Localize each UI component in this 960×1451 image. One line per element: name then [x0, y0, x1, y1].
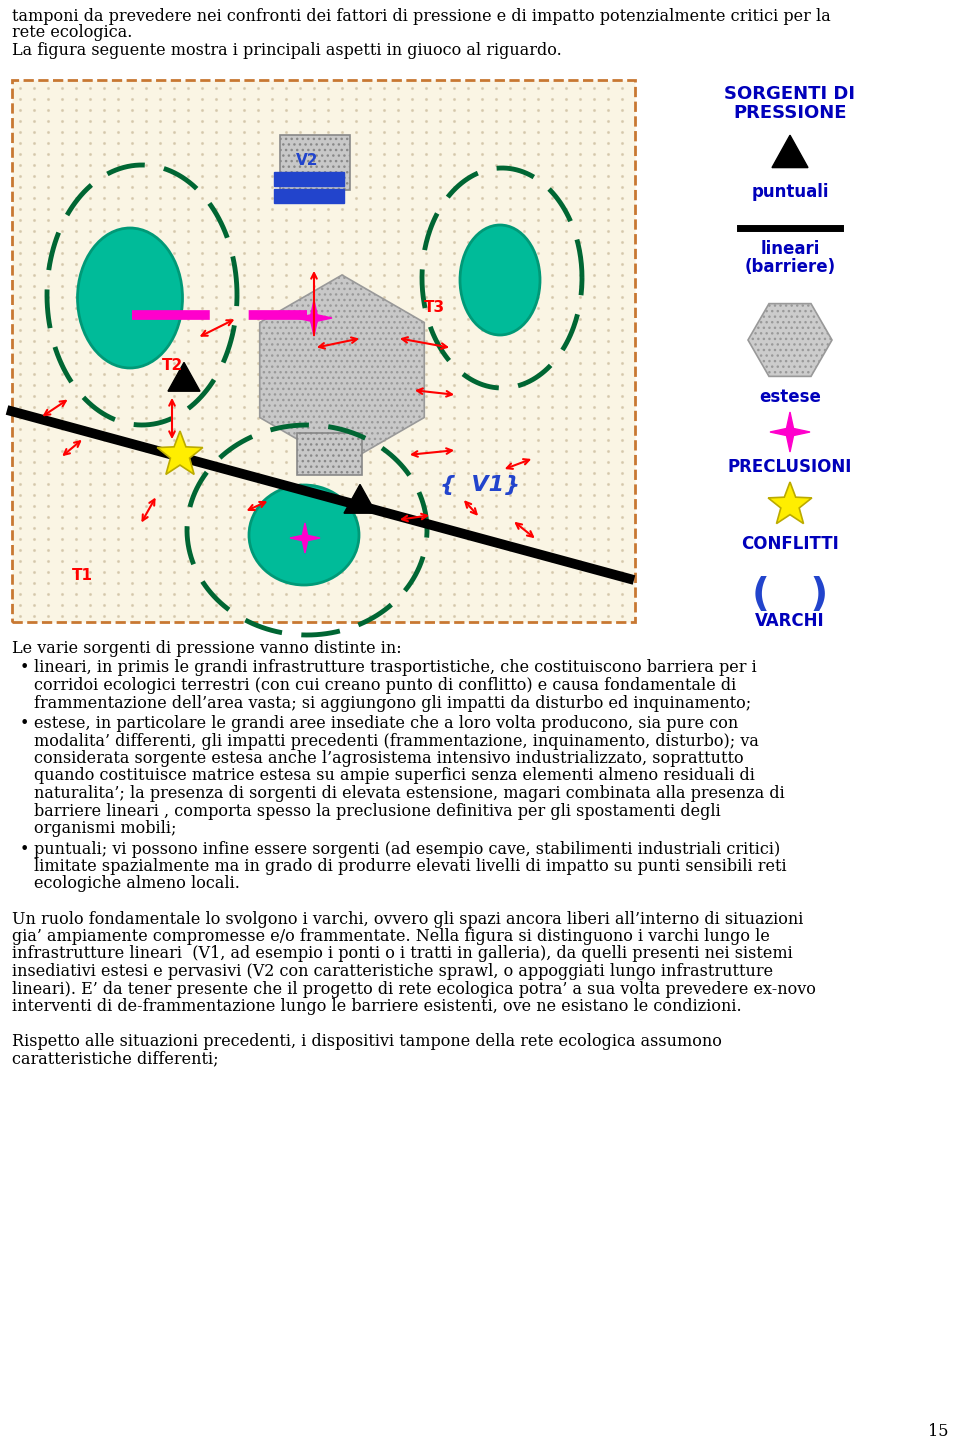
Bar [297, 432, 362, 474]
Text: SORGENTI DI: SORGENTI DI [725, 86, 855, 103]
Text: {  V1}: { V1} [440, 474, 520, 495]
Polygon shape [770, 412, 810, 453]
Polygon shape [768, 482, 812, 524]
Text: tamponi da prevedere nei confronti dei fattori di pressione e di impatto potenzi: tamponi da prevedere nei confronti dei f… [12, 9, 830, 25]
Text: lineari, in primis le grandi infrastrutture trasportistiche, che costituiscono b: lineari, in primis le grandi infrastrutt… [34, 660, 756, 676]
Polygon shape [157, 431, 203, 474]
Text: PRESSIONE: PRESSIONE [733, 104, 847, 122]
Text: PRECLUSIONI: PRECLUSIONI [728, 459, 852, 476]
Bar [274, 173, 344, 186]
Text: modalita’ differenti, gli impatti precedenti (frammentazione, inquinamento, dist: modalita’ differenti, gli impatti preced… [34, 733, 758, 750]
Text: organismi mobili;: organismi mobili; [34, 820, 177, 837]
Text: Un ruolo fondamentale lo svolgono i varchi, ovvero gli spazi ancora liberi all’i: Un ruolo fondamentale lo svolgono i varc… [12, 910, 804, 927]
Text: considerata sorgente estesa anche l’agrosistema intensivo industrializzato, sopr: considerata sorgente estesa anche l’agro… [34, 750, 744, 768]
Bar [274, 189, 344, 203]
Text: barriere lineari , comporta spesso la preclusione definitiva per gli spostamenti: barriere lineari , comporta spesso la pr… [34, 802, 721, 820]
Text: La figura seguente mostra i principali aspetti in giuoco al riguardo.: La figura seguente mostra i principali a… [12, 42, 562, 59]
Text: limitate spazialmente ma in grado di produrre elevati livelli di impatto su punt: limitate spazialmente ma in grado di pro… [34, 858, 786, 875]
Text: infrastrutture lineari  (V1, ad esempio i ponti o i tratti in galleria), da quel: infrastrutture lineari (V1, ad esempio i… [12, 946, 793, 962]
Text: lineari: lineari [760, 239, 820, 258]
Text: T1: T1 [72, 567, 93, 583]
Text: •: • [20, 660, 30, 676]
Ellipse shape [249, 485, 359, 585]
Text: estese, in particolare le grandi aree insediate che a loro volta producono, sia : estese, in particolare le grandi aree in… [34, 715, 738, 731]
Text: V2: V2 [296, 152, 319, 168]
Text: CONFLITTI: CONFLITTI [741, 535, 839, 553]
Text: naturalita’; la presenza di sorgenti di elevata estensione, magari combinata all: naturalita’; la presenza di sorgenti di … [34, 785, 784, 802]
Text: gia’ ampiamente compromesse e/o frammentate. Nella figura si distinguono i varch: gia’ ampiamente compromesse e/o framment… [12, 929, 770, 945]
Text: Le varie sorgenti di pressione vanno distinte in:: Le varie sorgenti di pressione vanno dis… [12, 640, 401, 657]
Text: 15: 15 [927, 1423, 948, 1439]
Text: Rispetto alle situazioni precedenti, i dispositivi tampone della rete ecologica : Rispetto alle situazioni precedenti, i d… [12, 1033, 722, 1051]
Text: frammentazione dell’area vasta; si aggiungono gli impatti da disturbo ed inquina: frammentazione dell’area vasta; si aggiu… [34, 695, 752, 711]
Text: •: • [20, 840, 30, 858]
Polygon shape [296, 300, 332, 337]
Text: VARCHI: VARCHI [756, 612, 825, 630]
Text: •: • [20, 715, 30, 731]
Text: rete ecologica.: rete ecologica. [12, 25, 132, 41]
Text: T3: T3 [424, 300, 445, 315]
Text: corridoi ecologici terrestri (con cui creano punto di conflitto) e causa fondame: corridoi ecologici terrestri (con cui cr… [34, 678, 736, 694]
Bar [12, 80, 635, 622]
Text: lineari). E’ da tener presente che il progetto di rete ecologica potra’ a sua vo: lineari). E’ da tener presente che il pr… [12, 981, 816, 997]
Polygon shape [168, 363, 200, 392]
Text: puntuali; vi possono infine essere sorgenti (ad esempio cave, stabilimenti indus: puntuali; vi possono infine essere sorge… [34, 840, 780, 858]
Text: (barriere): (barriere) [744, 258, 835, 276]
Text: caratteristiche differenti;: caratteristiche differenti; [12, 1051, 219, 1068]
Text: quando costituisce matrice estesa su ampie superfici senza elementi almeno resid: quando costituisce matrice estesa su amp… [34, 768, 755, 785]
Text: ecologiche almeno locali.: ecologiche almeno locali. [34, 875, 240, 892]
Text: insediativi estesi e pervasivi (V2 con caratteristiche sprawl, o appoggiati lung: insediativi estesi e pervasivi (V2 con c… [12, 963, 773, 979]
Polygon shape [260, 276, 424, 464]
Bar [280, 135, 350, 190]
Polygon shape [748, 303, 832, 376]
Polygon shape [772, 135, 808, 168]
Text: T2: T2 [162, 358, 183, 373]
Text: puntuali: puntuali [752, 183, 828, 202]
Polygon shape [290, 522, 320, 553]
Ellipse shape [460, 225, 540, 335]
Text: estese: estese [759, 387, 821, 406]
Polygon shape [344, 485, 376, 514]
Text: (   ): ( ) [752, 576, 828, 614]
Ellipse shape [78, 228, 182, 369]
Text: interventi di de-frammentazione lungo le barriere esistenti, ove ne esistano le : interventi di de-frammentazione lungo le… [12, 998, 742, 1016]
